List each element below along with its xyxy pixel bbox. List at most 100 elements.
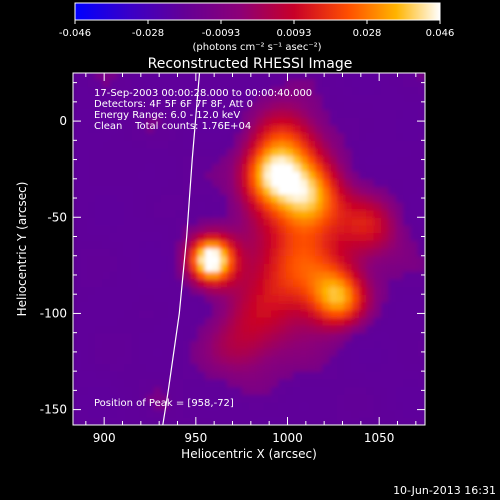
heatmap-cell [307, 117, 316, 126]
heatmap-cell [417, 86, 425, 95]
heatmap-cell [256, 301, 265, 311]
heatmap-cell [219, 148, 228, 157]
heatmap-cell [80, 348, 89, 357]
heatmap-cell [219, 378, 228, 388]
heatmap-cell [271, 386, 279, 395]
heatmap-cell [366, 301, 375, 311]
heatmap-cell [117, 271, 125, 280]
heatmap-cell [395, 232, 404, 241]
heatmap-cell [417, 301, 425, 311]
heatmap-cell [381, 386, 389, 395]
heatmap-cell [359, 386, 367, 395]
heatmap-cell [256, 371, 265, 380]
heatmap-cell [285, 148, 294, 157]
heatmap-cell [153, 224, 162, 234]
heatmap-cell [271, 224, 279, 234]
heatmap-cell [388, 294, 397, 303]
heatmap-cell [153, 124, 162, 134]
heatmap-cell [212, 371, 221, 380]
heatmap-cell [109, 224, 118, 234]
heatmap-cell [146, 355, 155, 365]
heatmap-cell [139, 194, 147, 203]
heatmap-cell [315, 155, 323, 164]
heatmap-cell [381, 317, 389, 326]
heatmap-cell [234, 301, 243, 311]
heatmap-cell [300, 224, 309, 234]
heatmap-cell [256, 317, 265, 326]
heatmap-cell [337, 340, 345, 349]
heatmap-cell [87, 140, 96, 149]
heatmap-cell [205, 155, 213, 164]
heatmap-cell [344, 417, 353, 425]
heatmap-cell [373, 255, 382, 265]
heatmap-cell [234, 386, 243, 395]
heatmap-cell [271, 217, 279, 226]
heatmap-cell [285, 417, 294, 425]
heatmap-cell [373, 132, 382, 141]
heatmap-cell [249, 178, 257, 188]
heatmap-cell [80, 294, 89, 303]
heatmap-cell [190, 171, 199, 180]
heatmap-cell [381, 394, 389, 403]
heatmap-cell [403, 232, 411, 241]
heatmap-cell [366, 232, 375, 241]
heatmap-cell [278, 255, 287, 265]
heatmap-cell [183, 124, 191, 134]
heatmap-cell [139, 271, 147, 280]
heatmap-cell [329, 248, 338, 257]
heatmap-cell [241, 271, 250, 280]
heatmap-cell [161, 401, 169, 411]
heatmap-cell [212, 332, 221, 341]
heatmap-cell [183, 417, 191, 425]
heatmap-cell [344, 409, 353, 418]
heatmap-cell [285, 309, 294, 318]
heatmap-cell [234, 278, 243, 288]
heatmap-cell [219, 117, 228, 126]
heatmap-cell [249, 232, 257, 241]
heatmap-cell [131, 101, 140, 111]
heatmap-cell [183, 78, 191, 88]
heatmap-cell [153, 248, 162, 257]
heatmap-cell [322, 140, 331, 149]
heatmap-cell [219, 248, 228, 257]
heatmap-cell [139, 101, 147, 111]
heatmap-cell [337, 217, 345, 226]
heatmap-cell [395, 94, 404, 103]
heatmap-cell [146, 363, 155, 372]
heatmap-cell [219, 171, 228, 180]
heatmap-cell [219, 324, 228, 334]
heatmap-cell [241, 255, 250, 265]
heatmap-cell [322, 163, 331, 172]
heatmap-cell [80, 417, 89, 425]
heatmap-cell [293, 178, 301, 188]
heatmap-cell [322, 78, 331, 88]
heatmap-cell [307, 294, 316, 303]
heatmap-cell [344, 394, 353, 403]
heatmap-cell [337, 178, 345, 188]
heatmap-cell [417, 171, 425, 180]
heatmap-cell [307, 186, 316, 195]
heatmap-cell [344, 94, 353, 103]
heatmap-cell [256, 340, 265, 349]
heatmap-cell [234, 409, 243, 418]
heatmap-cell [329, 309, 338, 318]
heatmap-cell [337, 355, 345, 365]
heatmap-cell [359, 340, 367, 349]
heatmap-cell [95, 286, 103, 295]
heatmap-cell [205, 309, 213, 318]
heatmap-cell [249, 255, 257, 265]
heatmap-cell [344, 278, 353, 288]
heatmap-cell [131, 209, 140, 218]
heatmap-cell [256, 109, 265, 118]
heatmap-cell [183, 394, 191, 403]
heatmap-cell [263, 186, 272, 195]
heatmap-cell [410, 163, 419, 172]
heatmap-cell [102, 171, 111, 180]
heatmap-cell [366, 109, 375, 118]
heatmap-cell [168, 417, 177, 425]
heatmap-cell [197, 263, 206, 272]
heatmap-cell [175, 94, 184, 103]
heatmap-cell [219, 278, 228, 288]
heatmap-cell [337, 348, 345, 357]
heatmap-cell [109, 317, 118, 326]
